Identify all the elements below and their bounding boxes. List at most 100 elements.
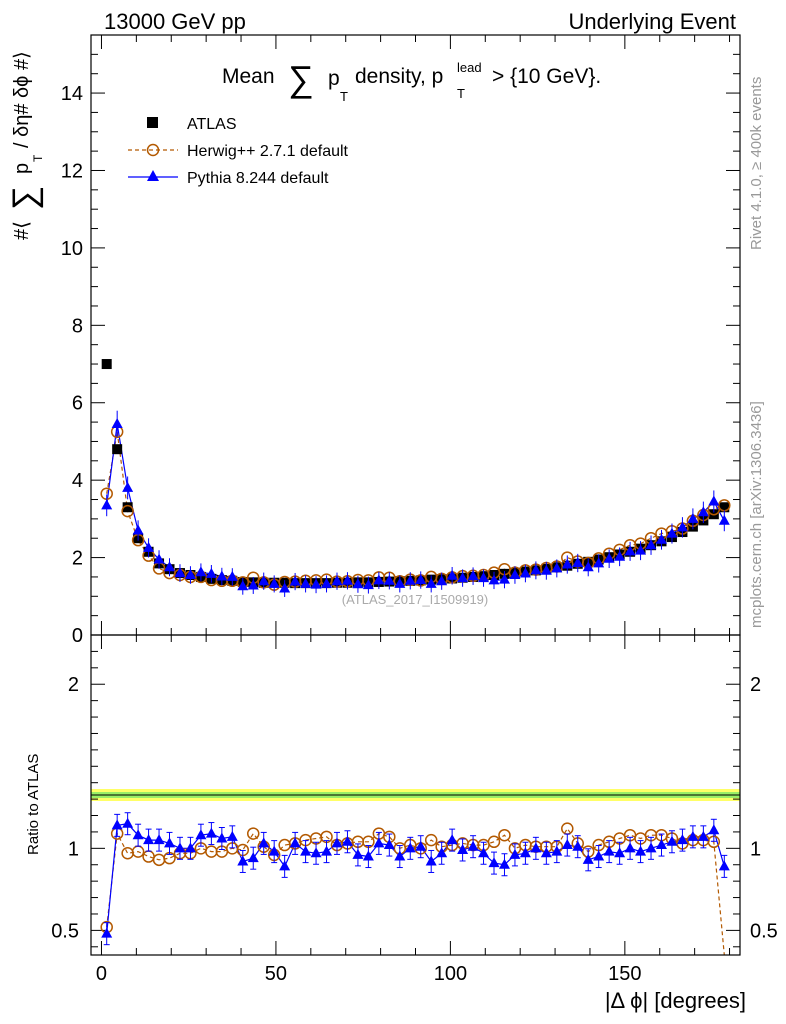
x-tick-label: 50 [265, 963, 287, 985]
pythia-data-point [478, 572, 490, 583]
pythia-data-point [310, 578, 322, 589]
pythia-ratio-point [394, 850, 406, 861]
pythia-ratio-point [687, 830, 699, 841]
pythia-ratio-point [143, 834, 155, 845]
ratio-data-marks [100, 812, 730, 956]
main-y-tick-label: 8 [72, 315, 83, 337]
legend-herwig-label: Herwig++ 2.7.1 default [187, 143, 349, 160]
ratio-y-tick-label: 0.5 [51, 920, 79, 942]
main-y-tick-label: 6 [72, 393, 83, 415]
pythia-ratio-point [530, 842, 542, 853]
legend-pythia-marker [147, 170, 159, 181]
pythia-data-point [614, 550, 626, 561]
pythia-data-point [247, 579, 259, 590]
pythia-data-point [676, 521, 688, 532]
x-axis-ticks: 0 50 100 150 [96, 35, 731, 985]
pythia-ratio-point [635, 845, 647, 856]
main-y-tick-label: 12 [61, 160, 83, 182]
pythia-ratio-point [572, 840, 584, 851]
analysis-watermark: (ATLAS_2017_I1509919) [342, 592, 488, 607]
pythia-ratio-point [467, 840, 479, 851]
pythia-ratio-point [603, 845, 615, 856]
pythia-ratio-point [708, 824, 720, 835]
pythia-data-point [498, 573, 510, 584]
herwig-ratio-point [498, 828, 511, 842]
pythia-data-point [237, 580, 249, 591]
pythia-data-point [132, 524, 144, 535]
pythia-data-point [216, 570, 228, 581]
svg-text:∑: ∑ [288, 58, 314, 99]
pythia-ratio-point [561, 839, 573, 850]
pythia-data-point [488, 574, 500, 585]
pythia-data-point [687, 512, 699, 523]
pythia-data-point [530, 564, 542, 575]
pythia-data-point [383, 574, 395, 585]
ratio-y-axis-label: Ratio to ATLAS [25, 754, 42, 855]
pythia-data-point [205, 567, 217, 578]
svg-text:lead: lead [457, 60, 482, 75]
pythia-ratio-point [132, 829, 144, 840]
x-tick-label: 100 [434, 963, 467, 985]
header-left: 13000 GeV pp [104, 9, 246, 34]
pythia-ratio-point [519, 847, 531, 858]
herwig-ratio-point [487, 835, 501, 849]
pythia-ratio-point [352, 848, 364, 859]
legend: ATLAS Herwig++ 2.7.1 default Pythia 8.24… [128, 116, 349, 187]
pythia-ratio-point [216, 832, 228, 843]
pythia-data-point [540, 564, 552, 575]
pythia-ratio-point [300, 845, 312, 856]
svg-text:T: T [457, 86, 465, 101]
pythia-ratio-point [645, 842, 657, 853]
pythia-ratio-point [362, 850, 374, 861]
pythia-data-point [373, 574, 385, 585]
pythia-ratio-point [676, 834, 688, 845]
pythia-ratio-point [540, 847, 552, 858]
pythia-data-point [279, 582, 291, 593]
pythia-ratio-point [310, 847, 322, 858]
mcplots-source-label: mcplots.cern.ch [arXiv:1306.3436] [748, 401, 765, 628]
pythia-ratio-point [614, 847, 626, 858]
atlas-data-point [101, 359, 112, 370]
pythia-data-point [603, 552, 615, 563]
header-right: Underlying Event [568, 9, 736, 34]
pythia-ratio-point [582, 853, 594, 864]
legend-atlas-marker [147, 117, 158, 128]
pythia-ratio-point [331, 837, 343, 848]
pythia-ratio-point [551, 845, 563, 856]
pythia-data-point [362, 579, 374, 590]
ratio-y-tick-label-right: 1 [750, 838, 761, 860]
pythia-ratio-point [457, 843, 469, 854]
svg-text:> {10 GeV}.: > {10 GeV}. [492, 65, 601, 88]
main-title: Mean ∑ p T density, p lead T > {10 GeV}. [222, 58, 601, 104]
legend-pythia-label: Pythia 8.244 default [187, 170, 329, 187]
pythia-ratio-point [321, 845, 333, 856]
pythia-ratio-point [425, 855, 437, 866]
atlas-data-point [112, 444, 123, 455]
pythia-ratio-point [593, 850, 605, 861]
pythia-data-point [457, 572, 469, 583]
svg-text:Mean: Mean [222, 65, 275, 88]
main-data-marks [100, 359, 731, 597]
main-y-tick-label: 0 [72, 625, 83, 647]
ratio-axis-ticks: 0.5 0.5 1 1 2 2 [51, 650, 778, 948]
pythia-ratio-point [697, 830, 709, 841]
pythia-ratio-point [488, 857, 500, 868]
x-axis-label: |Δ ϕ| [degrees] [605, 988, 746, 1013]
pythia-ratio-point [101, 927, 113, 938]
pythia-data-point [111, 418, 123, 429]
pythia-data-point [394, 577, 406, 588]
pythia-data-point [174, 567, 186, 578]
pythia-ratio-point [279, 860, 291, 871]
pythia-data-point [268, 577, 280, 588]
pythia-ratio-point [237, 855, 249, 866]
pythia-ratio-point [184, 842, 196, 853]
pythia-data-point [624, 545, 636, 556]
main-y-tick-label: 2 [72, 548, 83, 570]
main-y-axis-label: #⟨ ∑ p T / δη# δϕ #⟩ [6, 51, 45, 240]
pythia-data-point [436, 575, 448, 586]
svg-text:density, p: density, p [355, 65, 443, 88]
pythia-ratio-point [655, 839, 667, 850]
pythia-ratio-point [373, 837, 385, 848]
pythia-ratio-point [164, 837, 176, 848]
pythia-data-point [593, 557, 605, 568]
